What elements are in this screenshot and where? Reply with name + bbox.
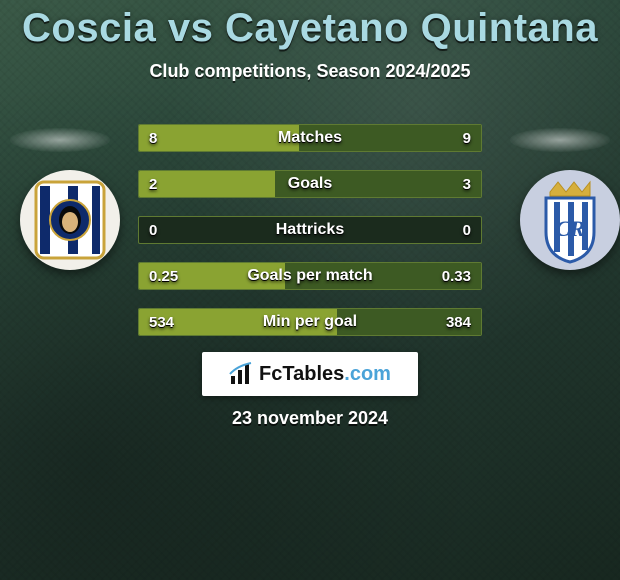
stat-row: 0.25Goals per match0.33: [138, 262, 482, 290]
date-label: 23 november 2024: [0, 408, 620, 429]
brand-suffix: .com: [344, 363, 391, 385]
stat-value-right: 384: [446, 309, 471, 335]
crest-shadow-left: [10, 128, 110, 152]
stat-value-right: 3: [463, 171, 471, 197]
stat-row: 0Hattricks0: [138, 216, 482, 244]
stat-value-right: 0.33: [442, 263, 471, 289]
stat-value-right: 9: [463, 125, 471, 151]
stat-label: Matches: [139, 125, 481, 151]
stat-label: Min per goal: [139, 309, 481, 335]
page-subtitle: Club competitions, Season 2024/2025: [0, 61, 620, 82]
svg-text:CR: CR: [555, 216, 584, 241]
stat-row: 8Matches9: [138, 124, 482, 152]
brand-name: FcTables: [259, 363, 344, 385]
stat-row: 534Min per goal384: [138, 308, 482, 336]
stat-value-right: 0: [463, 217, 471, 243]
page-title: Coscia vs Cayetano Quintana: [0, 0, 620, 51]
team-crest-right: CR: [520, 170, 620, 270]
stat-label: Goals per match: [139, 263, 481, 289]
hercules-crest-icon: [20, 170, 120, 270]
stats-bars: 8Matches9 2Goals3 0Hattricks0 0.25Goals per…: [138, 124, 482, 354]
crest-shadow-right: [510, 128, 610, 152]
stat-label: Goals: [139, 171, 481, 197]
stat-row: 2Goals3: [138, 170, 482, 198]
brand-box: FcTables.com: [202, 352, 418, 396]
recre-crest-icon: CR: [520, 170, 620, 270]
stat-label: Hattricks: [139, 217, 481, 243]
brand-text: FcTables.com: [259, 363, 391, 386]
team-crest-left: [20, 170, 120, 270]
bar-chart-icon: [229, 362, 253, 386]
